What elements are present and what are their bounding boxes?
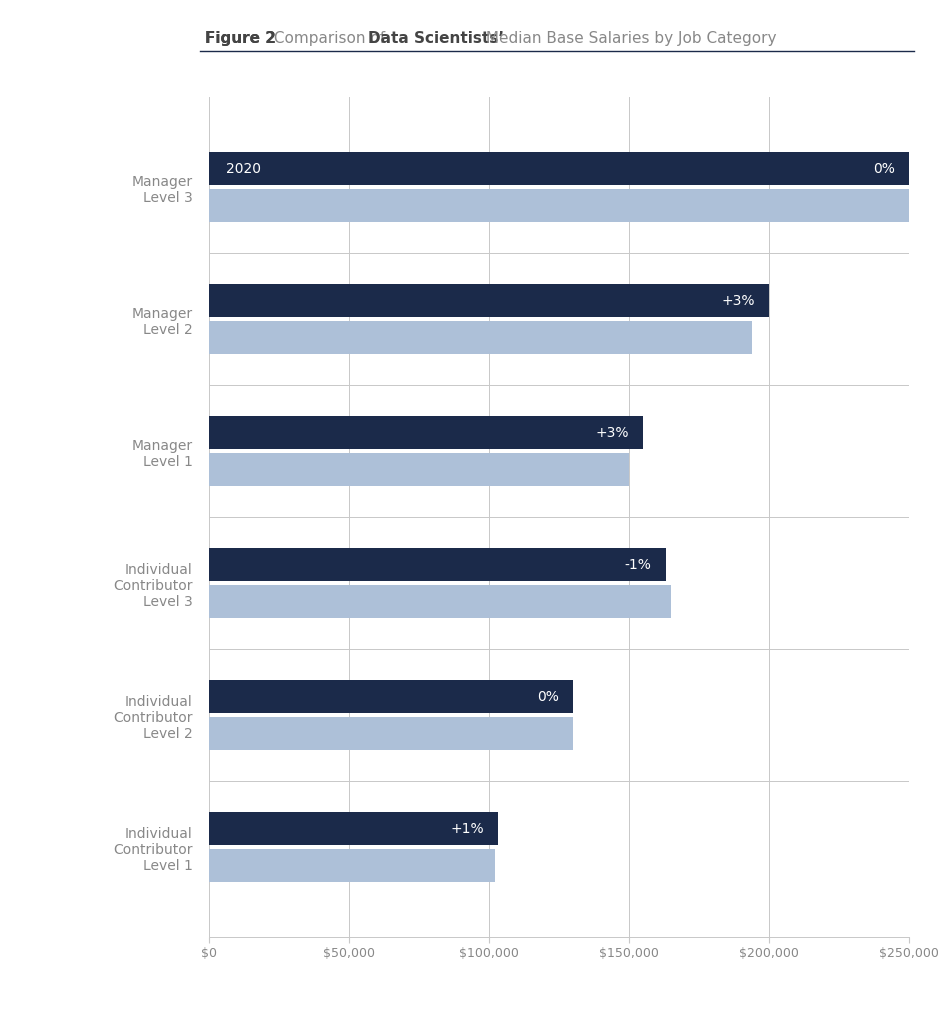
Text: Median Base Salaries by Job Category: Median Base Salaries by Job Category [481,31,776,46]
Text: +3%: +3% [722,294,755,307]
Text: 0%: 0% [538,690,559,703]
Text: 0%: 0% [873,162,895,175]
Text: +3%: +3% [596,426,629,439]
Bar [209,849,495,883]
Bar [209,585,671,618]
Text: Figure 2: Figure 2 [205,31,276,46]
Bar [209,416,644,450]
Text: Data Scientists’: Data Scientists’ [368,31,505,46]
Text: -1%: -1% [625,558,652,571]
Text: 2020: 2020 [227,162,261,175]
Bar [209,188,909,222]
Bar [209,680,573,714]
Text: 2019: 2019 [227,199,262,213]
Bar [209,453,629,486]
Text: +1%: +1% [450,821,484,836]
Bar [209,152,909,185]
Bar [209,321,752,354]
Bar [209,717,573,751]
Text: Figure 2: Figure 2 [205,31,276,46]
Bar [209,548,665,582]
Text: Comparison of: Comparison of [269,31,390,46]
Bar [209,284,769,317]
Bar [209,812,498,846]
